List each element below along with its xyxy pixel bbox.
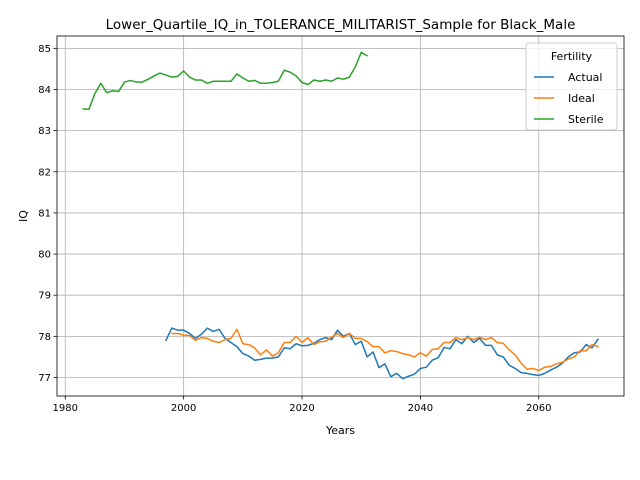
x-tick-label: 2040 [408,403,433,414]
series-line-actual [165,327,599,380]
y-tick-label: 84 [38,85,51,96]
y-tick-label: 83 [38,126,51,137]
series-line-ideal [171,328,599,372]
y-axis-ticks: 77 78 79 80 81 82 83 84 85 [38,44,57,384]
x-axis-label: Years [325,424,355,437]
y-tick-label: 80 [38,250,51,261]
y-tick-label: 81 [38,208,51,219]
y-tick-label: 77 [38,373,51,384]
y-tick-label: 78 [38,332,51,343]
legend-title: Fertility [551,50,593,63]
y-axis-label: IQ [17,210,30,222]
legend-items: Actual Ideal Sterile [534,71,604,126]
series-layer [82,51,599,380]
x-axis-ticks: 1980 2000 2020 2040 2060 [53,396,551,414]
series-line-sterile [82,51,368,110]
legend-box [525,42,618,131]
y-tick-label: 82 [38,167,51,178]
y-tick-label: 79 [38,291,51,302]
chart-title: Lower_Quartile_IQ_in_TOLERANCE_MILITARIS… [106,17,576,33]
x-tick-label: 2000 [171,403,196,414]
legend-label-ideal: Ideal [568,92,595,105]
legend-label-sterile: Sterile [568,113,604,126]
x-tick-label: 2020 [289,403,314,414]
x-tick-label: 2060 [526,403,551,414]
legend-label-actual: Actual [568,71,602,84]
x-tick-label: 1980 [53,403,78,414]
plot-frame [56,35,625,397]
y-tick-label: 85 [38,44,51,55]
legend: Fertility Actual Ideal Sterile [525,42,618,131]
